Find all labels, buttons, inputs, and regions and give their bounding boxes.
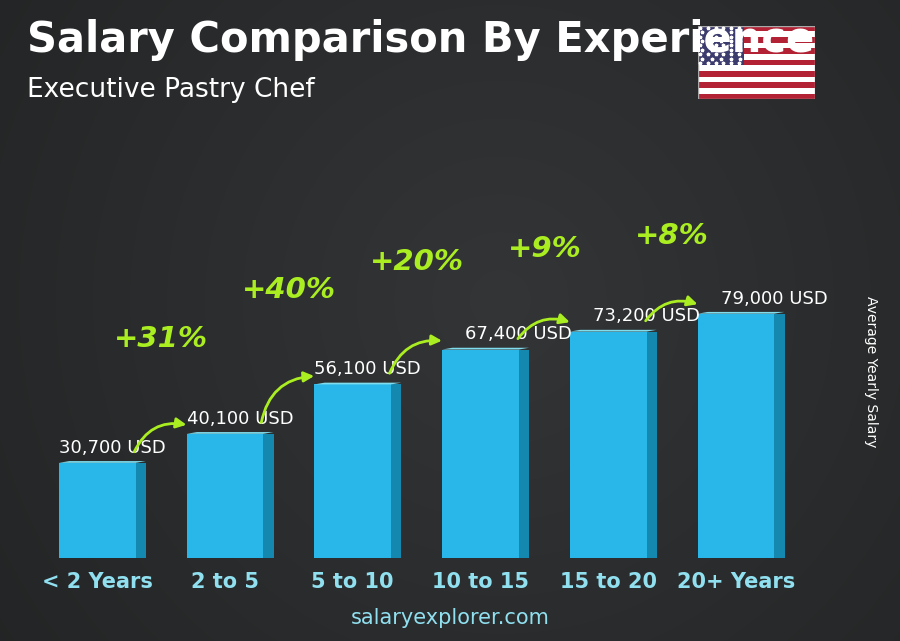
Polygon shape	[698, 312, 785, 313]
Text: 79,000 USD: 79,000 USD	[721, 290, 827, 308]
Text: +8%: +8%	[635, 222, 709, 250]
Text: +40%: +40%	[242, 276, 336, 304]
Text: Salary Comparison By Experience: Salary Comparison By Experience	[27, 19, 814, 62]
FancyBboxPatch shape	[136, 463, 146, 558]
Text: Executive Pastry Chef: Executive Pastry Chef	[27, 77, 315, 103]
Text: salaryexplorer.com: salaryexplorer.com	[351, 608, 549, 628]
Bar	[698, 65, 814, 71]
Bar	[314, 385, 392, 558]
Text: 67,400 USD: 67,400 USD	[465, 326, 572, 344]
Bar	[698, 54, 814, 60]
Bar	[58, 463, 136, 558]
Bar	[698, 31, 814, 37]
Bar	[698, 71, 814, 77]
Bar	[698, 313, 774, 558]
Text: Average Yearly Salary: Average Yearly Salary	[863, 296, 878, 447]
Text: 73,200 USD: 73,200 USD	[593, 308, 700, 326]
Polygon shape	[186, 432, 274, 434]
Bar	[570, 331, 646, 558]
Bar	[698, 37, 814, 43]
Polygon shape	[314, 383, 401, 385]
FancyBboxPatch shape	[774, 313, 785, 558]
Bar	[698, 48, 814, 54]
Text: 30,700 USD: 30,700 USD	[58, 438, 166, 457]
Polygon shape	[442, 348, 529, 349]
Text: +9%: +9%	[508, 235, 581, 263]
Bar	[698, 43, 814, 48]
Bar	[698, 77, 814, 82]
FancyBboxPatch shape	[392, 385, 401, 558]
Polygon shape	[570, 330, 657, 331]
Bar	[698, 82, 814, 88]
Bar	[698, 88, 814, 94]
FancyBboxPatch shape	[264, 434, 274, 558]
Text: 40,100 USD: 40,100 USD	[186, 410, 293, 428]
Bar	[698, 60, 814, 65]
Text: +20%: +20%	[370, 248, 464, 276]
Bar	[186, 434, 264, 558]
Bar	[698, 94, 814, 99]
Text: 56,100 USD: 56,100 USD	[314, 360, 421, 378]
Bar	[698, 26, 744, 65]
FancyBboxPatch shape	[646, 331, 657, 558]
Bar	[442, 349, 518, 558]
Polygon shape	[58, 461, 146, 463]
Bar	[698, 26, 814, 31]
Text: +31%: +31%	[114, 325, 208, 353]
FancyBboxPatch shape	[518, 349, 529, 558]
